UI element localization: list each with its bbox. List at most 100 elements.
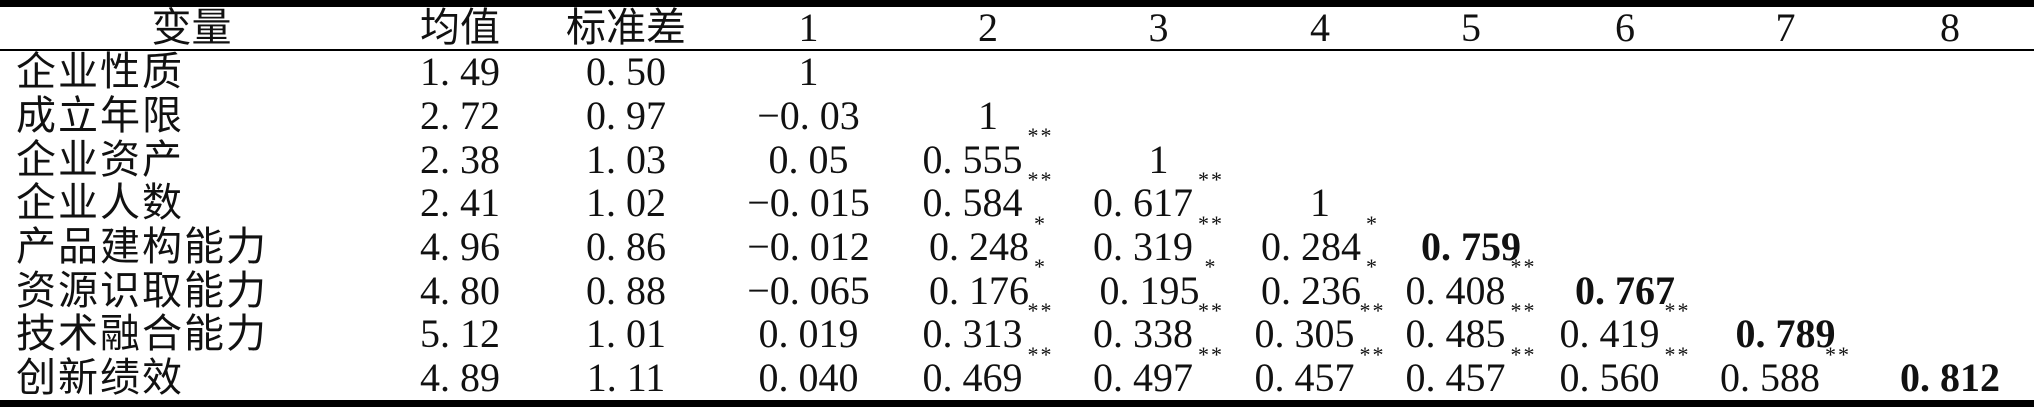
corr-cell: 0. 040 (715, 356, 902, 404)
corr-cell: 0. 497** (1074, 343, 1243, 404)
significance-marker: * (1034, 210, 1047, 236)
column-header-8: 8 (1866, 3, 2034, 51)
corr-value: 0. 338 (1093, 311, 1193, 357)
mean-cell: 2. 38 (420, 136, 500, 182)
table-row: 创新绩效 4. 89 1. 11 0. 040 0. 469** 0. 497** 0. 4… (0, 343, 2034, 404)
corr-cell: 0. 319** (1074, 212, 1243, 269)
significance-marker: * (1366, 254, 1379, 280)
corr-value: −0. 065 (747, 267, 870, 313)
mean-cell: 5. 12 (420, 311, 500, 357)
corr-cell: 1 (1074, 138, 1243, 182)
corr-value: 0. 019 (758, 311, 859, 357)
corr-value: 0. 05 (768, 136, 849, 182)
corr-cell (1705, 181, 1866, 225)
significance-marker: * (1034, 254, 1047, 280)
corr-cell (1243, 50, 1397, 95)
corr-cell (1866, 181, 2034, 225)
significance-marker: * (1204, 254, 1218, 280)
row-label: 产品建构能力 (16, 223, 268, 269)
corr-cell: 0. 560** (1545, 343, 1705, 404)
sd-cell: 0. 86 (586, 223, 666, 269)
mean-cell: 4. 89 (420, 354, 500, 400)
corr-value: 0. 469 (922, 354, 1023, 400)
column-header-7: 7 (1705, 3, 1866, 51)
corr-cell: 0. 05 (715, 138, 902, 182)
column-header-5: 5 (1397, 3, 1545, 51)
corr-cell: −0. 015 (715, 181, 902, 225)
corr-value: 1 (1310, 180, 1330, 226)
corr-cell: −0. 012 (715, 225, 902, 269)
significance-marker: ** (1510, 341, 1537, 367)
corr-cell: 0. 195* (1074, 256, 1243, 313)
corr-cell (1545, 50, 1705, 95)
table-row: 企业性质 1. 49 0. 50 1 (0, 50, 2034, 95)
corr-value: 0. 457 (1254, 354, 1355, 400)
corr-cell: 0. 248* (902, 212, 1074, 269)
significance-marker: ** (1510, 254, 1537, 280)
corr-value: 0. 313 (922, 311, 1023, 357)
mean-cell: 2. 41 (420, 180, 500, 226)
table-row: 资源识取能力 4. 80 0. 88 −0. 065 0. 176* 0. 195* 0. … (0, 256, 2034, 313)
significance-marker: ** (1027, 341, 1054, 367)
corr-value: 0. 497 (1093, 354, 1193, 400)
significance-marker: * (1366, 210, 1379, 236)
significance-marker: ** (1664, 297, 1691, 323)
sd-cell: 1. 03 (586, 136, 666, 182)
significance-marker: ** (1825, 341, 1851, 367)
corr-cell: 0. 284* (1243, 212, 1397, 269)
corr-cell (1397, 181, 1545, 225)
corr-cell (1243, 94, 1397, 138)
corr-cell: 1 (902, 94, 1074, 138)
corr-cell (1397, 50, 1545, 95)
corr-value: 0. 195 (1099, 267, 1200, 313)
corr-cell: 0. 176* (902, 256, 1074, 313)
table-header: 变量 均值 标准差 1 2 3 4 5 6 7 8 (0, 3, 2034, 51)
corr-value: 0. 588 (1720, 354, 1820, 400)
corr-cell (1705, 138, 1866, 182)
corr-cell (1705, 269, 1866, 313)
column-header-variable: 变量 (0, 3, 383, 51)
corr-cell: 0. 789 (1705, 312, 1866, 356)
corr-value: 0. 812 (1900, 354, 2000, 400)
corr-cell: 0. 485** (1397, 299, 1545, 357)
significance-marker: ** (1198, 341, 1224, 367)
corr-value: −0. 015 (747, 180, 870, 226)
corr-cell: 0. 457** (1397, 343, 1545, 404)
table-row: 企业资产 2. 38 1. 03 0. 05 0. 555** 1 (0, 125, 2034, 182)
corr-cell (1397, 94, 1545, 138)
column-header-sd: 标准差 (537, 3, 715, 51)
row-label: 企业资产 (16, 136, 184, 182)
significance-marker: ** (1027, 297, 1054, 323)
corr-cell: 0. 767 (1545, 269, 1705, 313)
corr-cell: 0. 313** (902, 299, 1074, 357)
corr-cell (1545, 94, 1705, 138)
significance-marker: ** (1198, 166, 1224, 192)
corr-value: 0. 584 (922, 180, 1023, 226)
corr-cell (1074, 50, 1243, 95)
corr-cell (1074, 94, 1243, 138)
table-row: 企业人数 2. 41 1. 02 −0. 015 0. 584** 0. 617** 1 (0, 168, 2034, 226)
row-label: 成立年限 (16, 93, 184, 139)
column-header-1: 1 (715, 3, 902, 51)
corr-value: 0. 176 (929, 267, 1029, 313)
corr-value: 0. 236 (1261, 267, 1361, 313)
column-header-2: 2 (902, 3, 1074, 51)
row-label: 创新绩效 (16, 354, 184, 400)
corr-cell: 0. 617** (1074, 168, 1243, 225)
significance-marker: ** (1027, 123, 1054, 149)
significance-marker: ** (1510, 297, 1537, 323)
corr-cell: −0. 03 (715, 94, 902, 138)
corr-cell (1866, 50, 2034, 95)
table-row: 技术融合能力 5. 12 1. 01 0. 019 0. 313** 0. 338** 0.… (0, 299, 2034, 357)
table-row: 成立年限 2. 72 0. 97 −0. 03 1 (0, 94, 2034, 138)
corr-cell: −0. 065 (715, 269, 902, 313)
corr-value: 0. 284 (1261, 223, 1361, 269)
corr-cell: 0. 469** (902, 343, 1074, 404)
corr-value: 0. 485 (1405, 311, 1506, 357)
corr-value: −0. 03 (757, 93, 860, 139)
corr-cell: 1 (715, 50, 902, 95)
significance-marker: ** (1664, 341, 1691, 367)
table-body: 企业性质 1. 49 0. 50 1 成立年限 2. 72 0. 97 −0. 03 1 企业资产… (0, 50, 2034, 404)
corr-cell: 0. 338** (1074, 299, 1243, 357)
